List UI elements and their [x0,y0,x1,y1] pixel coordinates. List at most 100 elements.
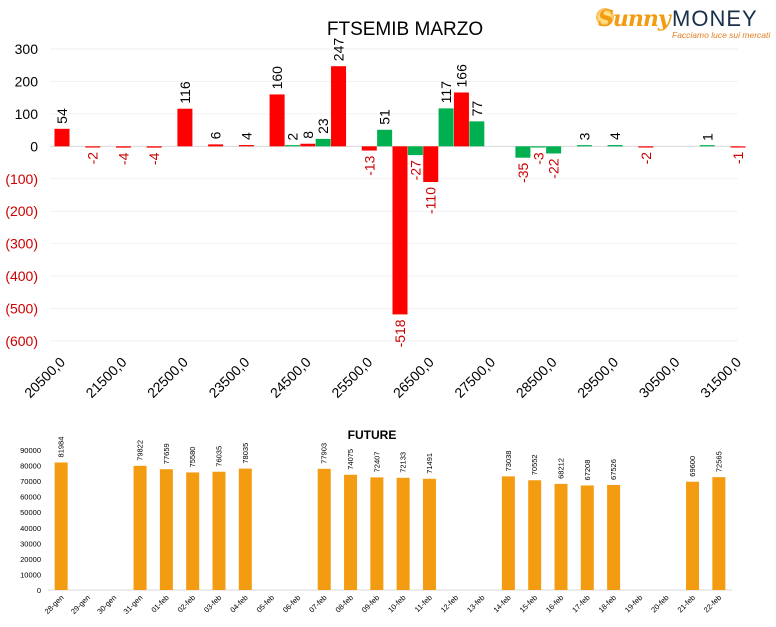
future-value-label-group: 77903 [320,443,329,464]
data-label-group: -35 [515,162,531,182]
bar-31000 [699,145,715,147]
x-tick-label: 30500,0 [636,354,683,400]
x-tick-label: 20500,0 [21,354,68,400]
future-x-tick: 14-feb [491,593,512,614]
future-value-label: 67526 [609,459,618,480]
future-x-tick: 20-feb [649,593,670,614]
future-value-label: 77903 [320,443,329,464]
data-label-group: 77 [469,101,485,117]
x-tick-label: 29500,0 [574,354,621,400]
future-x-tick: 29-gen [69,593,92,616]
future-bar-16-feb [554,483,568,590]
future-x-tick: 30-gen [95,593,118,616]
future-bar-18-feb [607,484,621,590]
future-x-tick-label: 16-feb [544,593,565,614]
bar-22000 [146,146,162,148]
data-label-group: -1 [730,151,746,164]
data-label-group: 166 [453,64,469,88]
data-label-group: 247 [331,38,347,62]
data-label: 4 [607,132,623,140]
future-x-tick-label: 21-feb [676,593,697,614]
data-label: 117 [438,81,454,104]
y-tick-label: (500) [5,301,38,317]
x-tick-label: 26500,0 [390,354,437,400]
future-y-tick-label: 0 [37,586,41,595]
data-label-group: -3 [530,152,546,165]
future-x-tick-label: 02-feb [176,593,197,614]
future-value-label-group: 73038 [504,451,513,472]
x-tick: 21500,0 [82,354,129,400]
future-value-label-group: 72407 [372,452,381,473]
x-tick-label: 27500,0 [451,354,498,400]
future-y-tick-label: 40000 [20,524,41,533]
bar-23000 [208,144,224,147]
data-label: 3 [576,132,592,140]
y-tick-label: (200) [5,203,38,219]
data-label: -13 [361,155,377,175]
future-bar-11-feb [422,478,436,590]
future-value-label: 75580 [188,447,197,468]
y-tick-label: 100 [15,106,39,122]
future-bar-01-feb [159,469,173,590]
future-value-label: 72407 [372,452,381,473]
bar-22500 [177,108,193,147]
future-x-tick: 06-feb [281,593,302,614]
data-label: 2 [284,133,300,141]
data-label-group: 1 [699,133,715,141]
future-value-label: 79822 [136,440,145,461]
data-label-group: -2 [85,152,101,165]
data-label: 8 [300,131,316,139]
future-value-label: 72133 [399,452,408,473]
bar-26500 [423,146,439,183]
future-value-label-group: 70552 [530,454,539,475]
future-x-tick: 03-feb [202,593,223,614]
bar-21000 [85,146,101,148]
logo-brand-money: MONEY [672,6,758,31]
y-tick-label: 0 [30,138,38,154]
future-x-tick: 05-feb [255,593,276,614]
data-label-group: 54 [54,108,70,124]
future-x-tick-label: 14-feb [491,593,512,614]
bar-24750 [315,138,331,147]
future-value-label: 72565 [714,451,723,472]
future-y-tick-label: 50000 [20,508,41,517]
future-y-tick-label: 60000 [20,493,41,502]
future-x-tick: 07-feb [307,593,328,614]
y-tick-label: (300) [5,236,38,252]
bar-25500 [361,146,377,151]
bar-23500 [238,145,254,147]
data-label-group: 8 [300,131,316,139]
future-x-tick-label: 15-feb [518,593,539,614]
future-x-tick-label: 11-feb [413,593,434,614]
data-label-group: -4 [115,152,131,165]
future-bar-15-feb [528,480,542,590]
logo-brand-sunny: Sunny [598,6,671,32]
future-x-tick-label: 04-feb [228,593,249,614]
bar-21500 [115,146,131,148]
future-bar-07-feb [317,468,331,590]
y-tick-label: (400) [5,268,38,284]
x-tick-label: 25500,0 [328,354,375,400]
future-value-label: 69600 [688,456,697,477]
data-label: -27 [407,160,423,180]
future-x-tick-label: 29-gen [69,593,92,616]
bar-25750 [377,129,393,147]
future-y-tick-label: 90000 [20,446,41,455]
data-label-group: 3 [576,132,592,140]
x-tick: 30500,0 [636,354,683,400]
y-tick-label: 200 [15,73,39,89]
x-tick: 22500,0 [144,354,191,400]
future-x-tick-label: 28-gen [43,593,66,616]
future-x-tick-label: 10-feb [386,593,407,614]
future-value-label: 76035 [215,446,224,467]
data-label: 160 [269,66,285,90]
data-label-group: 117 [438,81,454,104]
data-label-group: 2 [284,133,300,141]
future-value-label: 70552 [530,454,539,475]
data-label: 6 [208,131,224,139]
data-label-group: 4 [607,132,623,140]
future-value-label-group: 72565 [714,451,723,472]
data-label-group: 160 [269,66,285,90]
future-x-tick-label: 05-feb [255,593,276,614]
future-bar-02-feb [186,472,200,590]
